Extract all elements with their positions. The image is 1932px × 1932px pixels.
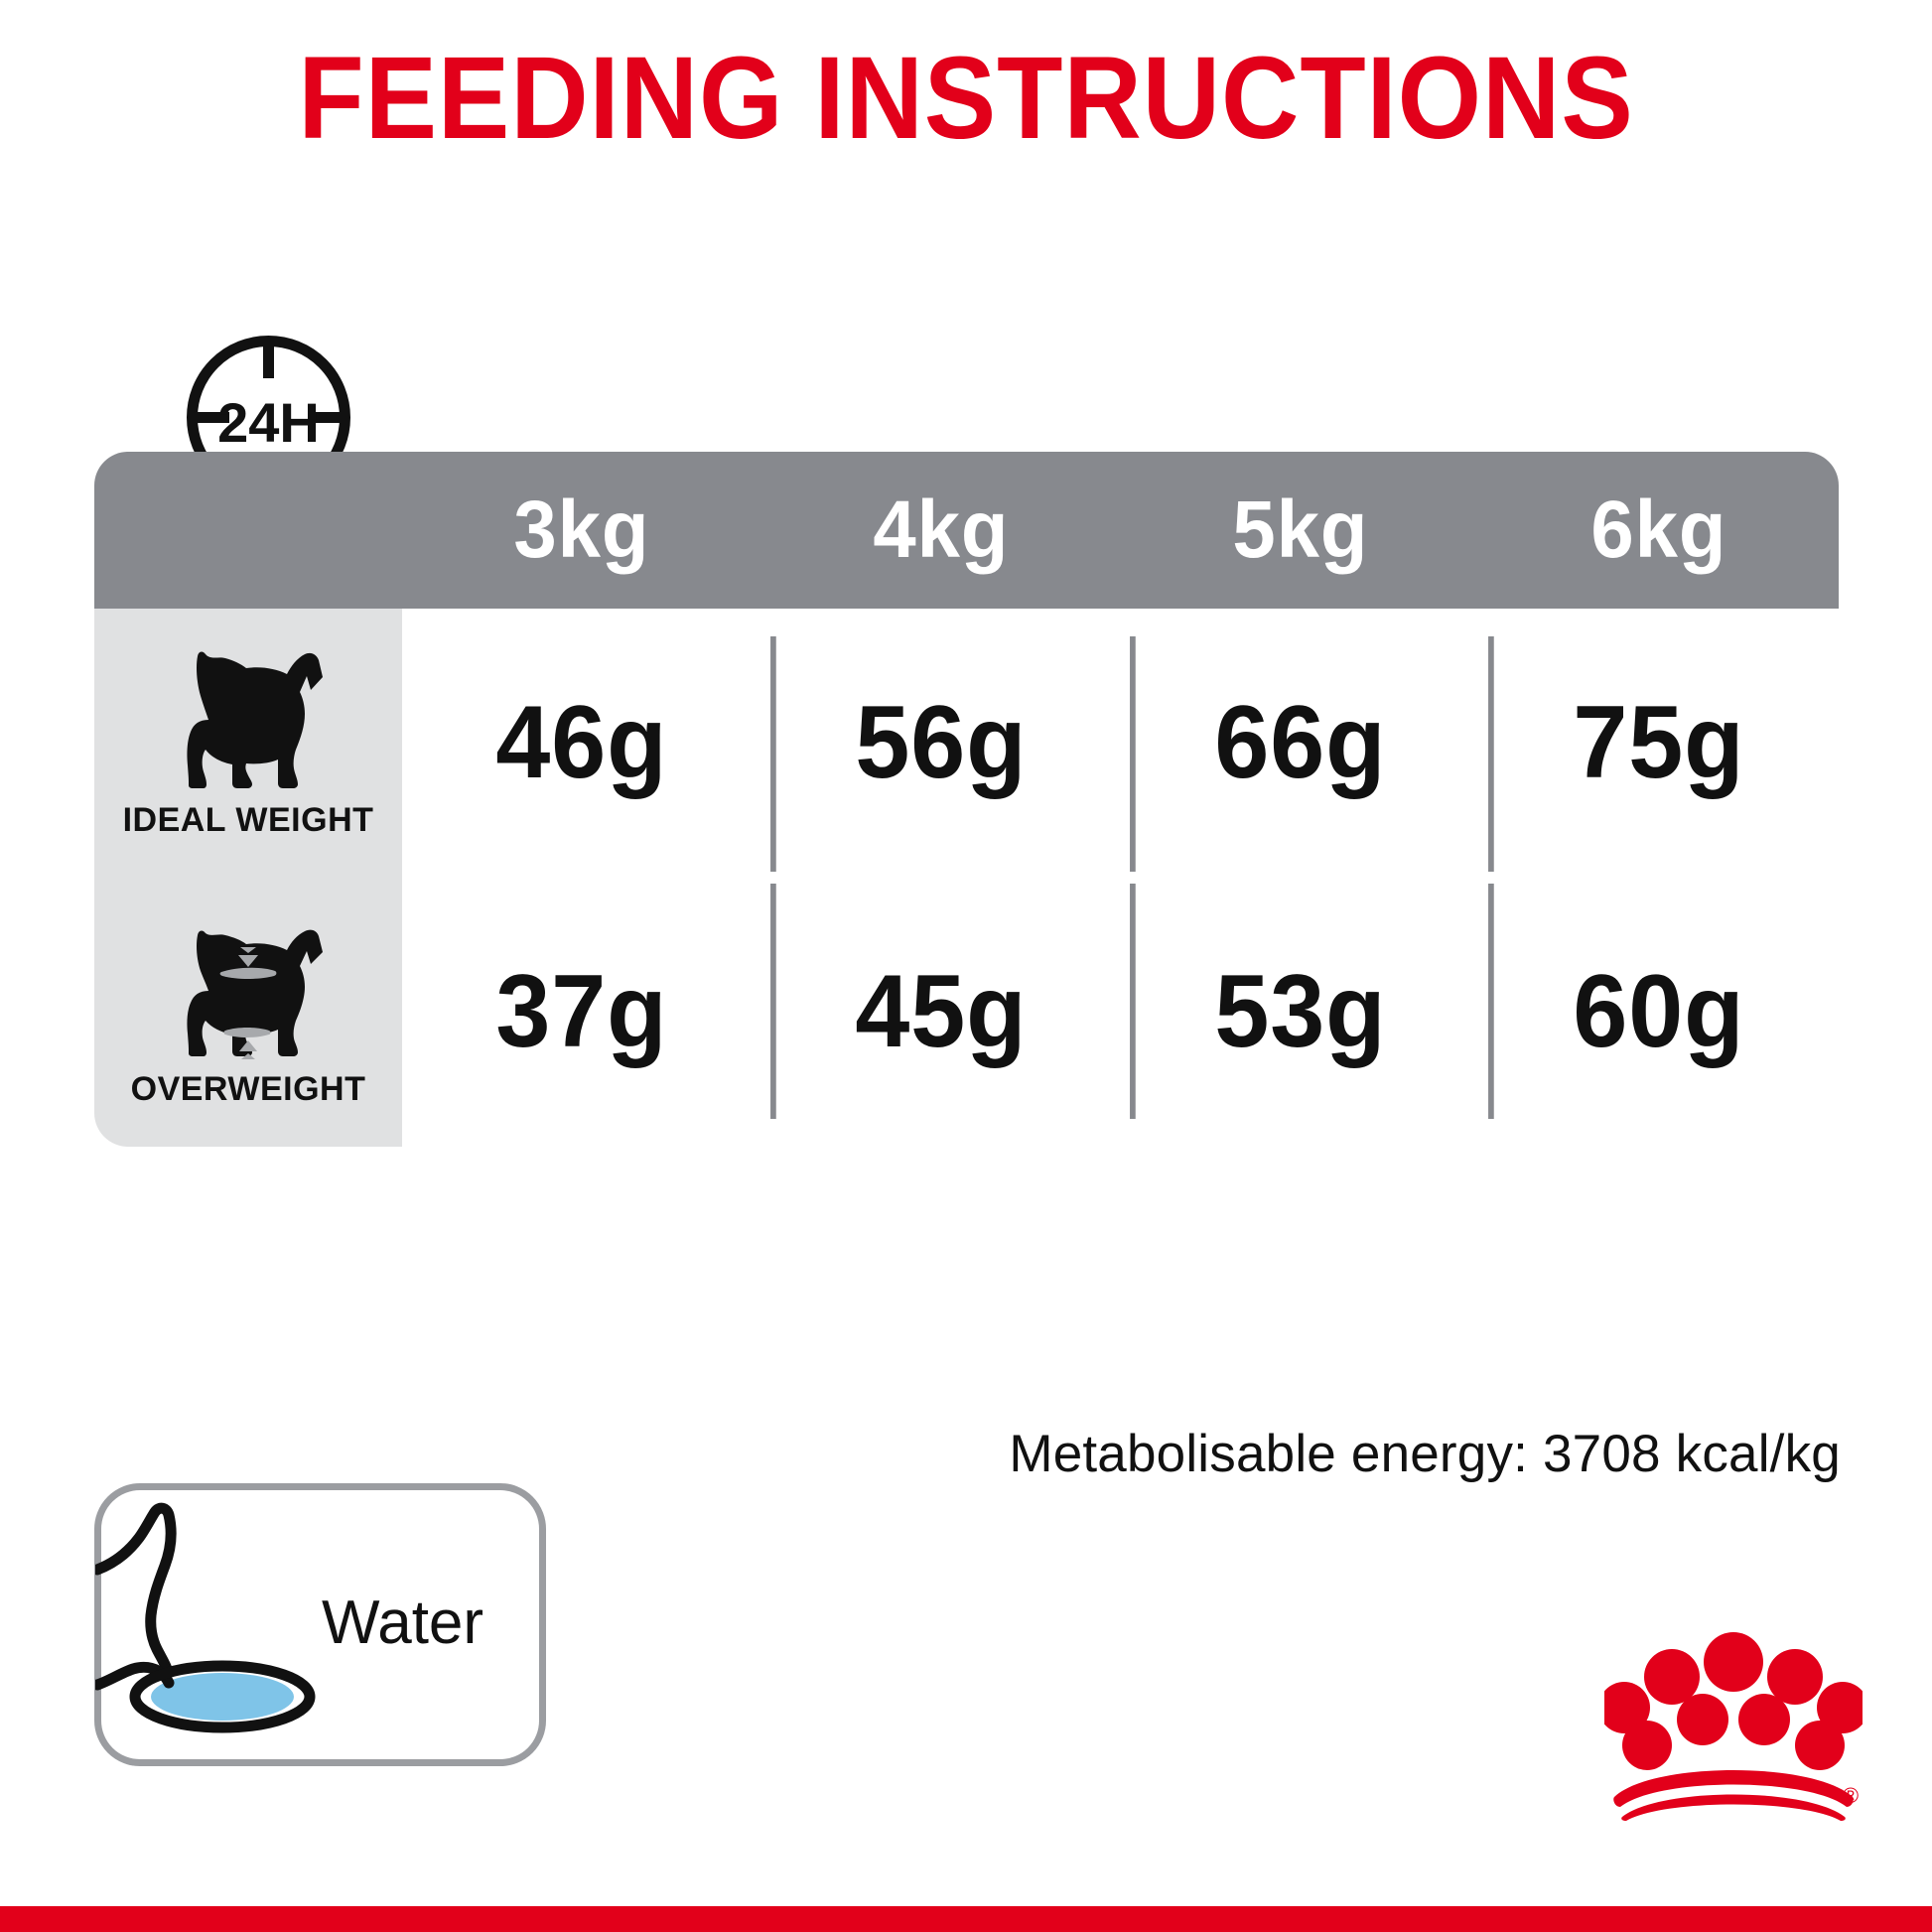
table-row: OVERWEIGHT 37g 45g 53g 60g: [94, 878, 1839, 1147]
water-label: Water: [322, 1588, 484, 1657]
cell-overweight-6kg: 60g: [1488, 878, 1830, 1147]
svg-text:24H: 24H: [217, 391, 320, 454]
table-row: IDEAL WEIGHT 46g 56g 66g 75g: [94, 609, 1839, 878]
page-title: FEEDING INSTRUCTIONS: [298, 33, 1634, 164]
cat-overweight-icon: [154, 915, 343, 1064]
row-label-text: OVERWEIGHT: [130, 1070, 366, 1108]
table-header-spacer: [94, 452, 402, 609]
column-header-5kg: 5kg: [1231, 484, 1368, 575]
cell-overweight-5kg: 53g: [1129, 878, 1471, 1147]
cat-drinking-water-icon: [95, 1498, 339, 1756]
column-header-6kg: 6kg: [1590, 484, 1727, 575]
cell-overweight-3kg: 37g: [495, 954, 668, 1069]
table-header-row: 3kg 4kg 5kg 6kg: [94, 452, 1839, 609]
cell-ideal-4kg: 56g: [769, 609, 1112, 878]
svg-text:®: ®: [1843, 1783, 1859, 1808]
row-label-text: IDEAL WEIGHT: [122, 801, 374, 839]
feeding-table: 3kg 4kg 5kg 6kg IDEAL WEIGHT 46g 56g 66g…: [94, 452, 1839, 1147]
row-label-overweight: OVERWEIGHT: [94, 878, 402, 1147]
water-callout: Water: [94, 1483, 546, 1766]
column-header-3kg: 3kg: [513, 484, 650, 575]
cat-ideal-weight-icon: [154, 646, 343, 795]
row-label-ideal-weight: IDEAL WEIGHT: [94, 609, 402, 878]
metabolisable-energy-text: Metabolisable energy: 3708 kcal/kg: [1009, 1425, 1841, 1483]
table-body: IDEAL WEIGHT 46g 56g 66g 75g: [94, 609, 1839, 1147]
bottom-red-bar: [0, 1906, 1932, 1932]
cell-ideal-6kg: 75g: [1488, 609, 1830, 878]
cell-overweight-4kg: 45g: [769, 878, 1112, 1147]
column-header-4kg: 4kg: [873, 484, 1010, 575]
royal-canin-crown-logo: ®: [1604, 1622, 1863, 1821]
cell-ideal-3kg: 46g: [495, 685, 668, 800]
cell-ideal-5kg: 66g: [1129, 609, 1471, 878]
